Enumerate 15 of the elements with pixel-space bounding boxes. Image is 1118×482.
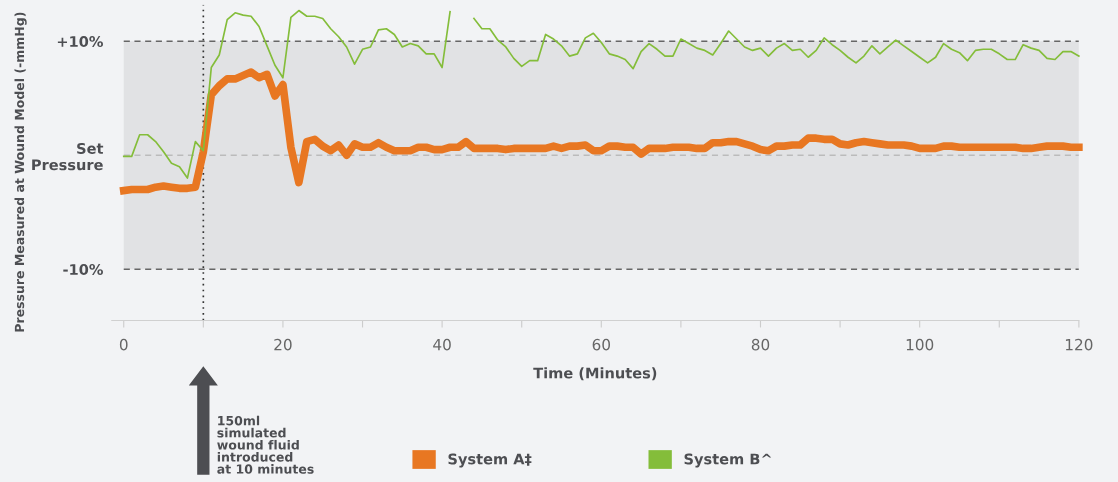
x-axis-title: Time (Minutes) (533, 367, 657, 381)
x-tick-label: 0 (119, 338, 128, 351)
x-tick-label: 120 (1065, 338, 1093, 351)
x-tick-label: 60 (592, 338, 611, 351)
x-tick-label: 100 (906, 338, 934, 351)
x-tick-label: 80 (751, 338, 770, 351)
y-tick-label: -10% (63, 263, 103, 275)
legend-label: System B^ (684, 453, 772, 468)
x-tick-label: 40 (433, 338, 451, 351)
x-tick-label: 20 (274, 338, 292, 351)
y-tick-label: +10% (57, 36, 103, 48)
y-axis-title: Pressure Measured at Wound Model (-mmHg) (14, 12, 27, 332)
text: 150ml simulated wound fluid introduced at 10 minutes (217, 415, 314, 474)
y-tick-label: Set Pressure (32, 142, 104, 171)
legend-label: System A‡ (448, 453, 532, 468)
